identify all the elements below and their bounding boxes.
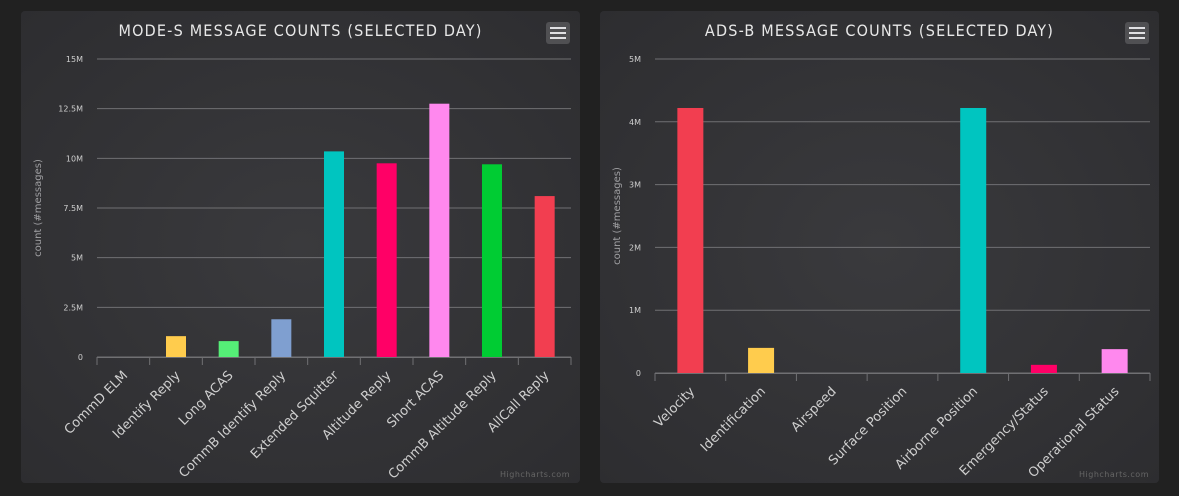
y-tick-label: 15M (66, 55, 83, 64)
modes-chart-panel: MODE-S MESSAGE COUNTS (SELECTED DAY) 0 2.… (21, 11, 580, 483)
bar[interactable] (166, 336, 186, 357)
bar[interactable] (218, 341, 239, 357)
bar[interactable] (534, 196, 555, 357)
y-tick-label: 12.5M (58, 105, 83, 114)
bar[interactable] (677, 107, 704, 373)
x-tick-label: CommB Altitude Reply (386, 368, 500, 482)
x-tick-label: Velocity (652, 384, 699, 431)
hamburger-icon (1129, 27, 1145, 29)
y-tick-label: 2.5M (63, 303, 83, 312)
adsb-chart: 0 1M 2M 3M 4M 5M count (#messages) Velocity Iden… (612, 55, 1151, 481)
y-tick-label: 0 (78, 353, 83, 362)
bar[interactable] (748, 347, 775, 373)
y-tick-label: 7.5M (63, 204, 83, 213)
bar[interactable] (376, 163, 397, 357)
y-tick-label: 5M (629, 55, 641, 64)
y-tick-label: 2M (629, 243, 641, 252)
chart-menu-button[interactable] (546, 22, 570, 44)
bar[interactable] (1101, 349, 1128, 373)
bar[interactable] (324, 151, 344, 357)
x-tick-label: Identification (698, 384, 769, 455)
modes-chart: 0 2.5M 5M 7.5M 10M 12.5M 15M count (#messages) C… (33, 55, 572, 482)
chart-title: ADS-B MESSAGE COUNTS (SELECTED DAY) (704, 21, 1055, 40)
y-tick-label: 0 (636, 369, 641, 378)
bar[interactable] (960, 107, 987, 373)
adsb-chart-panel: ADS-B MESSAGE COUNTS (SELECTED DAY) 0 1M 2… (600, 11, 1159, 483)
bar[interactable] (1030, 364, 1057, 373)
y-axis-title: count (#messages) (33, 159, 44, 257)
y-tick-label: 10M (66, 154, 83, 163)
hamburger-icon (550, 27, 566, 29)
bar[interactable] (271, 319, 292, 357)
bar[interactable] (482, 164, 502, 357)
x-tick-label: CommB Identify Reply (176, 368, 289, 481)
credits-link[interactable]: Highcharts.com (500, 470, 570, 479)
y-tick-label: 1M (629, 306, 641, 315)
credits-link[interactable]: Highcharts.com (1079, 470, 1149, 479)
chart-menu-button[interactable] (1125, 22, 1149, 44)
y-tick-label: 5M (71, 254, 83, 263)
x-tick-label: Extended Squitter (248, 368, 342, 462)
y-tick-label: 4M (629, 118, 641, 127)
bar[interactable] (429, 103, 450, 357)
chart-title: MODE-S MESSAGE COUNTS (SELECTED DAY) (118, 21, 483, 40)
x-tick-label: Airspeed (789, 384, 840, 435)
y-axis-title: count (#messages) (612, 167, 623, 265)
y-tick-label: 3M (629, 181, 641, 190)
